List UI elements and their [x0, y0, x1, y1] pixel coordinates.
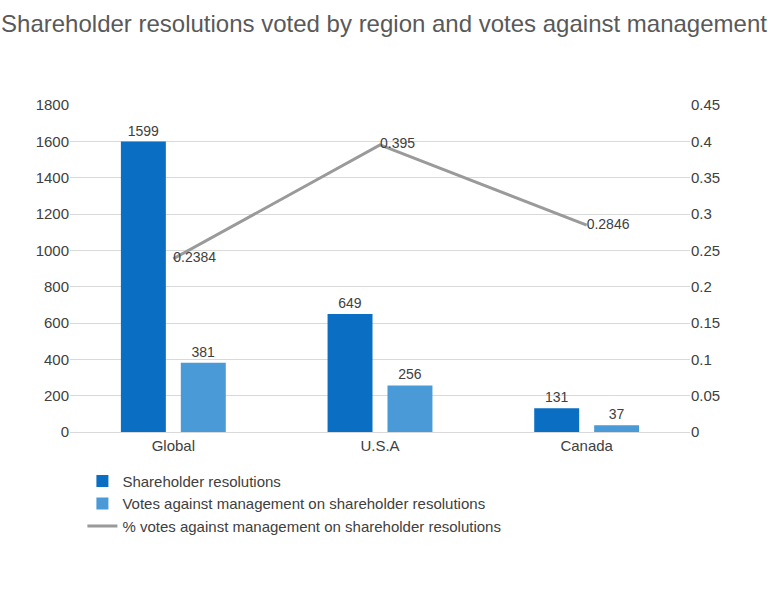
svg-text:0.2384: 0.2384 [173, 249, 216, 265]
svg-text:381: 381 [192, 344, 216, 360]
svg-text:37: 37 [609, 406, 625, 422]
svg-text:200: 200 [44, 387, 69, 404]
svg-text:400: 400 [44, 351, 69, 368]
svg-text:1599: 1599 [128, 123, 159, 139]
svg-text:600: 600 [44, 314, 69, 331]
svg-text:0.2: 0.2 [691, 278, 712, 295]
svg-text:256: 256 [398, 366, 422, 382]
svg-text:0: 0 [61, 423, 69, 440]
svg-text:0.25: 0.25 [691, 242, 720, 259]
svg-text:1200: 1200 [36, 205, 69, 222]
svg-text:131: 131 [545, 389, 569, 405]
svg-text:0.1: 0.1 [691, 351, 712, 368]
svg-text:0.4: 0.4 [691, 133, 712, 150]
svg-text:U.S.A: U.S.A [360, 437, 399, 454]
svg-text:800: 800 [44, 278, 69, 295]
svg-text:0.395: 0.395 [380, 135, 415, 151]
svg-text:0.45: 0.45 [691, 96, 720, 113]
svg-text:Votes against management on sh: Votes against management on shareholder … [122, 495, 485, 512]
svg-text:0.3: 0.3 [691, 205, 712, 222]
svg-text:0.2846: 0.2846 [587, 216, 630, 232]
svg-text:0.15: 0.15 [691, 314, 720, 331]
svg-text:1000: 1000 [36, 242, 69, 259]
svg-text:0: 0 [691, 423, 699, 440]
svg-text:649: 649 [338, 295, 362, 311]
svg-text:1800: 1800 [36, 96, 69, 113]
svg-text:Shareholder resolutions: Shareholder resolutions [122, 473, 280, 490]
svg-text:1600: 1600 [36, 133, 69, 150]
svg-text:Global: Global [152, 437, 195, 454]
svg-text:0.35: 0.35 [691, 169, 720, 186]
svg-text:0.05: 0.05 [691, 387, 720, 404]
svg-text:1400: 1400 [36, 169, 69, 186]
svg-text:Canada: Canada [560, 437, 613, 454]
svg-text:% votes against management on: % votes against management on shareholde… [122, 518, 501, 535]
svg-text:Shareholder resolutions voted: Shareholder resolutions voted by region … [1, 10, 767, 37]
